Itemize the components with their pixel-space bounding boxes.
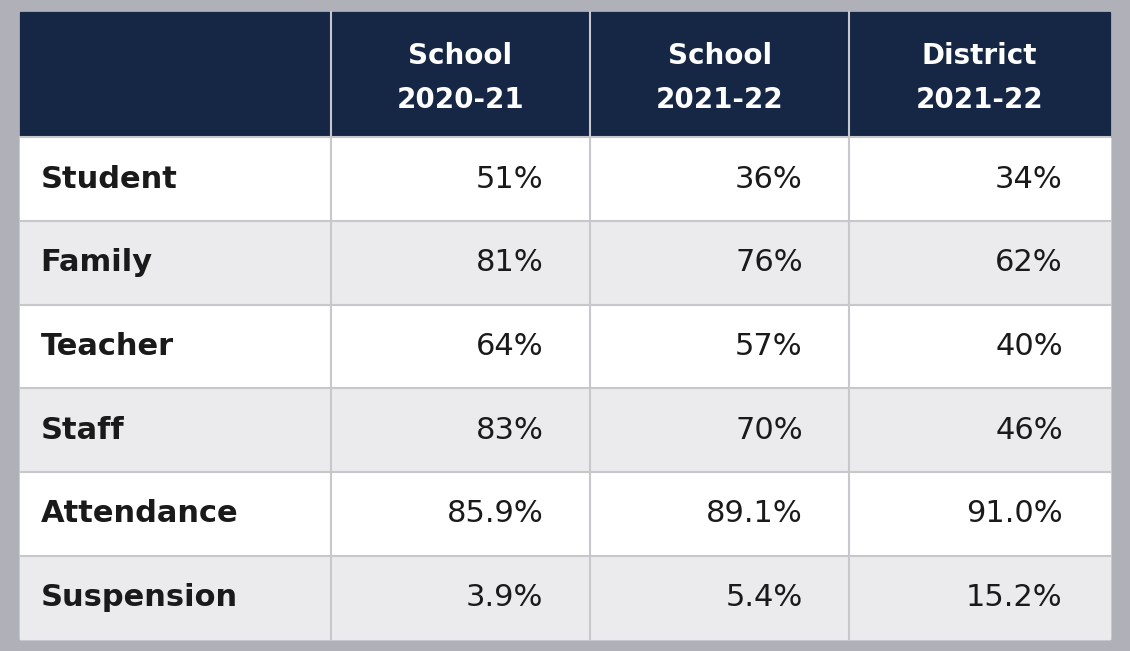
Text: 57%: 57% bbox=[734, 332, 802, 361]
Text: 15.2%: 15.2% bbox=[966, 583, 1063, 612]
Text: 36%: 36% bbox=[734, 165, 802, 193]
Bar bbox=[20, 555, 1110, 639]
Text: 46%: 46% bbox=[996, 415, 1063, 445]
Text: 5.4%: 5.4% bbox=[725, 583, 802, 612]
Text: 70%: 70% bbox=[734, 415, 802, 445]
Text: 2020-21: 2020-21 bbox=[397, 85, 524, 113]
Bar bbox=[20, 388, 1110, 472]
Text: Staff: Staff bbox=[41, 415, 124, 445]
Text: 2021-22: 2021-22 bbox=[655, 85, 783, 113]
Text: 76%: 76% bbox=[734, 248, 802, 277]
Bar bbox=[20, 12, 1110, 137]
Text: 40%: 40% bbox=[996, 332, 1063, 361]
Bar bbox=[20, 472, 1110, 555]
Text: Suspension: Suspension bbox=[41, 583, 237, 612]
Text: 89.1%: 89.1% bbox=[706, 499, 802, 528]
Text: 83%: 83% bbox=[476, 415, 544, 445]
Text: Student: Student bbox=[41, 165, 177, 193]
Text: School: School bbox=[408, 42, 513, 70]
Text: Teacher: Teacher bbox=[41, 332, 174, 361]
Bar bbox=[20, 137, 1110, 221]
Text: 2021-22: 2021-22 bbox=[915, 85, 1043, 113]
Bar bbox=[20, 221, 1110, 305]
Text: Attendance: Attendance bbox=[41, 499, 238, 528]
Text: 64%: 64% bbox=[476, 332, 544, 361]
Text: 51%: 51% bbox=[476, 165, 544, 193]
Text: School: School bbox=[668, 42, 772, 70]
Text: District: District bbox=[922, 42, 1037, 70]
Text: 81%: 81% bbox=[476, 248, 544, 277]
Text: 3.9%: 3.9% bbox=[466, 583, 544, 612]
Text: Family: Family bbox=[41, 248, 153, 277]
Text: 34%: 34% bbox=[996, 165, 1063, 193]
Text: 85.9%: 85.9% bbox=[446, 499, 544, 528]
Bar bbox=[20, 305, 1110, 388]
Text: 62%: 62% bbox=[996, 248, 1063, 277]
Text: 91.0%: 91.0% bbox=[966, 499, 1063, 528]
